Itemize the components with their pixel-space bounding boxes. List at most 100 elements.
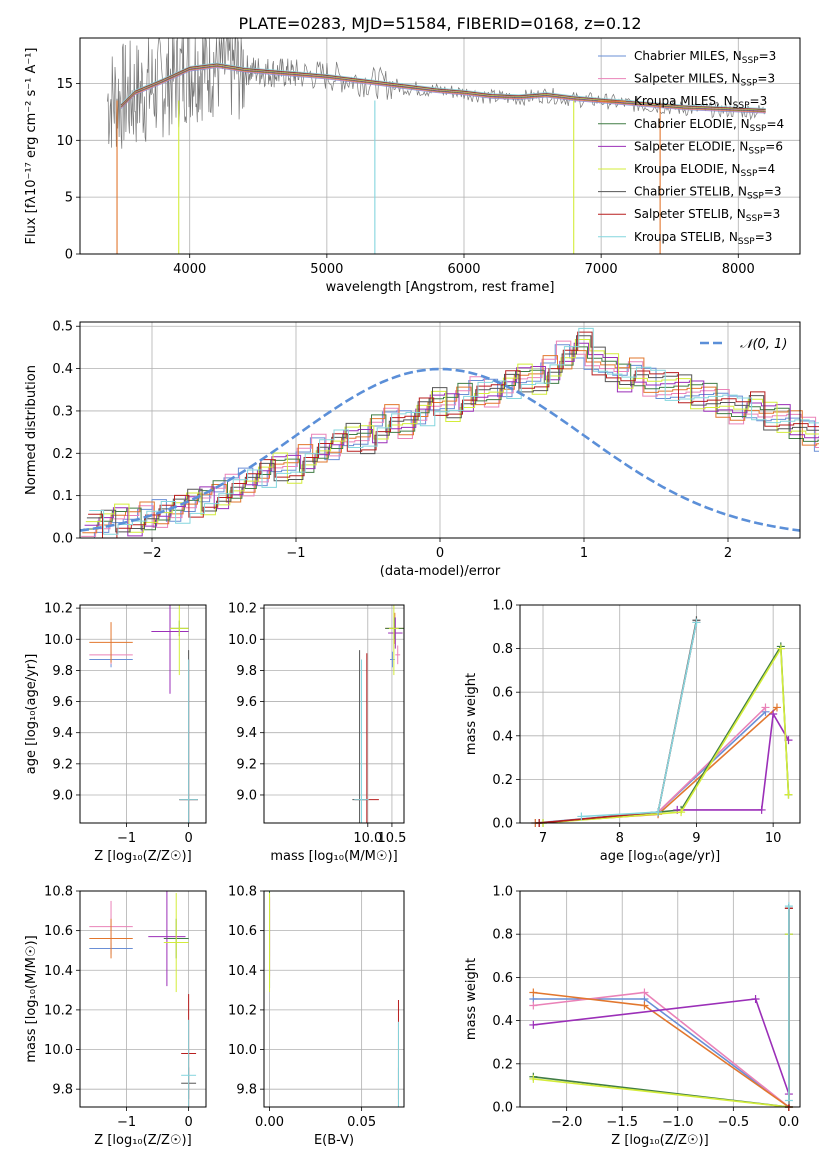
weight-marker (529, 988, 538, 997)
x-tick-label: −2.0 (551, 1115, 583, 1130)
weight-marker (529, 1074, 538, 1083)
weight-marker (640, 988, 649, 997)
y-tick-label: 9.8 (52, 664, 73, 679)
weight-marker (769, 710, 778, 718)
y-tick-label: 10.0 (228, 1043, 257, 1058)
weight-marker (761, 703, 770, 712)
legend-label-4: Salpeter ELODIE, NSSP=6 (634, 139, 783, 156)
x-tick-label: 10.0 (353, 831, 382, 846)
plot-area (89, 891, 197, 1107)
y-tick-label: 0.4 (492, 1014, 513, 1029)
panel-mass-vs-Z: −1 0 9.8 10.0 10.2 10.4 10.6 10.8 Z [log₁₀(Z/Z☉)… (24, 885, 207, 1148)
legend-label-6: Chabrier STELIB, NSSP=3 (634, 185, 782, 202)
model-line-1 (120, 66, 766, 113)
y-tick-label: 0.8 (492, 642, 513, 657)
panel-mass-vs-ebv: 0.00 0.05 9.8 10.0 10.2 10.4 10.6 10.8 E(B-V) (228, 885, 405, 1148)
weight-marker (784, 790, 793, 799)
x-tick-label: −1 (286, 546, 305, 561)
y-tick-label: 0.0 (52, 532, 73, 547)
x-tick-label: 10 (765, 831, 782, 846)
weight-line-5 (542, 645, 790, 824)
axes-frame (79, 890, 207, 1108)
weight-marker (692, 618, 701, 627)
axes-frame (79, 604, 207, 824)
plot-area (529, 902, 793, 1111)
y-axis-label: mass weight (464, 673, 479, 755)
legend: 𝒩(0, 1) (700, 337, 787, 352)
legend-label-normal: 𝒩(0, 1) (740, 337, 787, 352)
x-axis-label: mass [log₁₀(M/M☉)] (270, 849, 397, 864)
y-tick-label: 9.8 (236, 1083, 257, 1098)
x-axis-label: Z [log₁₀(Z/Z☉)] (611, 1133, 708, 1148)
x-tick-label: −1 (117, 831, 136, 846)
weight-marker (757, 805, 766, 814)
x-tick-label: 10.5 (377, 831, 406, 846)
x-axis-label: E(B-V) (314, 1133, 354, 1148)
x-axis-label: age [log₁₀(age/yr)] (600, 849, 721, 864)
y-tick-label: 0.4 (52, 362, 73, 377)
plot-area (89, 605, 198, 823)
plot-area (352, 605, 405, 823)
y-tick-label: 10.8 (44, 885, 73, 900)
y-axis-label: mass [log₁₀(M/M☉)] (24, 935, 39, 1062)
y-tick-label: 0.2 (492, 1057, 513, 1072)
panel-weight-vs-age: 7 8 9 10 0.0 0.2 0.4 0.6 0.8 1.0 age [log₁₀(age/yr… (464, 599, 801, 864)
y-tick-label: 10.4 (228, 964, 257, 979)
y-tick-label: 15 (56, 77, 73, 92)
y-tick-label: 1.0 (492, 599, 513, 614)
x-tick-label: 4000 (173, 262, 206, 277)
histogram-7 (88, 331, 819, 539)
x-axis-label: Z [log₁₀(Z/Z☉)] (94, 849, 191, 864)
x-tick-label: 9 (692, 831, 700, 846)
y-tick-label: 0.6 (492, 971, 513, 986)
model-line-3 (120, 65, 766, 112)
x-axis-label: (data-model)/error (380, 564, 501, 579)
y-tick-label: 9.4 (52, 726, 73, 741)
weight-marker (577, 812, 586, 821)
y-tick-label: 10.8 (228, 885, 257, 900)
y-tick-label: 0.3 (52, 404, 73, 419)
y-tick-label: 9.6 (52, 695, 73, 710)
panel-spectrum: 4000 5000 6000 7000 8000 0 5 10 15 wavelength [An… (24, 36, 801, 295)
weight-marker (529, 1001, 538, 1010)
y-tick-label: 10.2 (44, 602, 73, 617)
model-line-0 (120, 67, 766, 114)
y-tick-label: 9.8 (236, 664, 257, 679)
y-tick-label: 0.2 (52, 447, 73, 462)
model-line-7 (120, 63, 766, 110)
y-tick-label: 0.2 (492, 773, 513, 788)
y-axis-label: Flux [fλ10⁻¹⁷ erg cm⁻² s⁻¹ A⁻¹] (24, 48, 39, 245)
weight-marker (677, 808, 686, 817)
x-axis-label: Z [log₁₀(Z/Z☉)] (94, 1133, 191, 1148)
axes-frame (263, 890, 405, 1108)
plot-area (269, 891, 399, 1107)
model-line-8 (120, 62, 766, 109)
y-axis-label: age [log₁₀(age/yr)] (24, 654, 39, 775)
weight-marker (784, 1096, 793, 1105)
y-tick-label: 9.0 (52, 788, 73, 803)
x-tick-label: 8000 (722, 262, 755, 277)
x-tick-label: −2 (142, 546, 161, 561)
model-line-5 (120, 64, 766, 111)
x-tick-label: −1.0 (662, 1115, 694, 1130)
x-tick-label: −0.5 (718, 1115, 750, 1130)
y-axis-label: Normed distribution (24, 365, 39, 495)
y-axis-label: mass weight (464, 958, 479, 1040)
y-tick-label: 10.0 (228, 633, 257, 648)
x-tick-label: 0.05 (347, 1115, 376, 1130)
axes-frame (519, 890, 801, 1108)
legend-label-1: Salpeter MILES, NSSP=3 (634, 72, 775, 89)
model-line-4 (120, 64, 766, 112)
model-line-6 (120, 63, 766, 111)
y-tick-label: 10.6 (228, 924, 257, 939)
legend-label-5: Kroupa ELODIE, NSSP=4 (634, 162, 775, 179)
axes-frame (79, 37, 801, 255)
y-tick-label: 9.0 (236, 788, 257, 803)
weight-marker (776, 644, 785, 653)
y-tick-label: 0.6 (492, 686, 513, 701)
y-tick-label: 0 (65, 248, 73, 263)
y-tick-label: 10.2 (228, 1003, 257, 1018)
y-tick-label: 9.8 (52, 1083, 73, 1098)
weight-marker (640, 1001, 649, 1010)
